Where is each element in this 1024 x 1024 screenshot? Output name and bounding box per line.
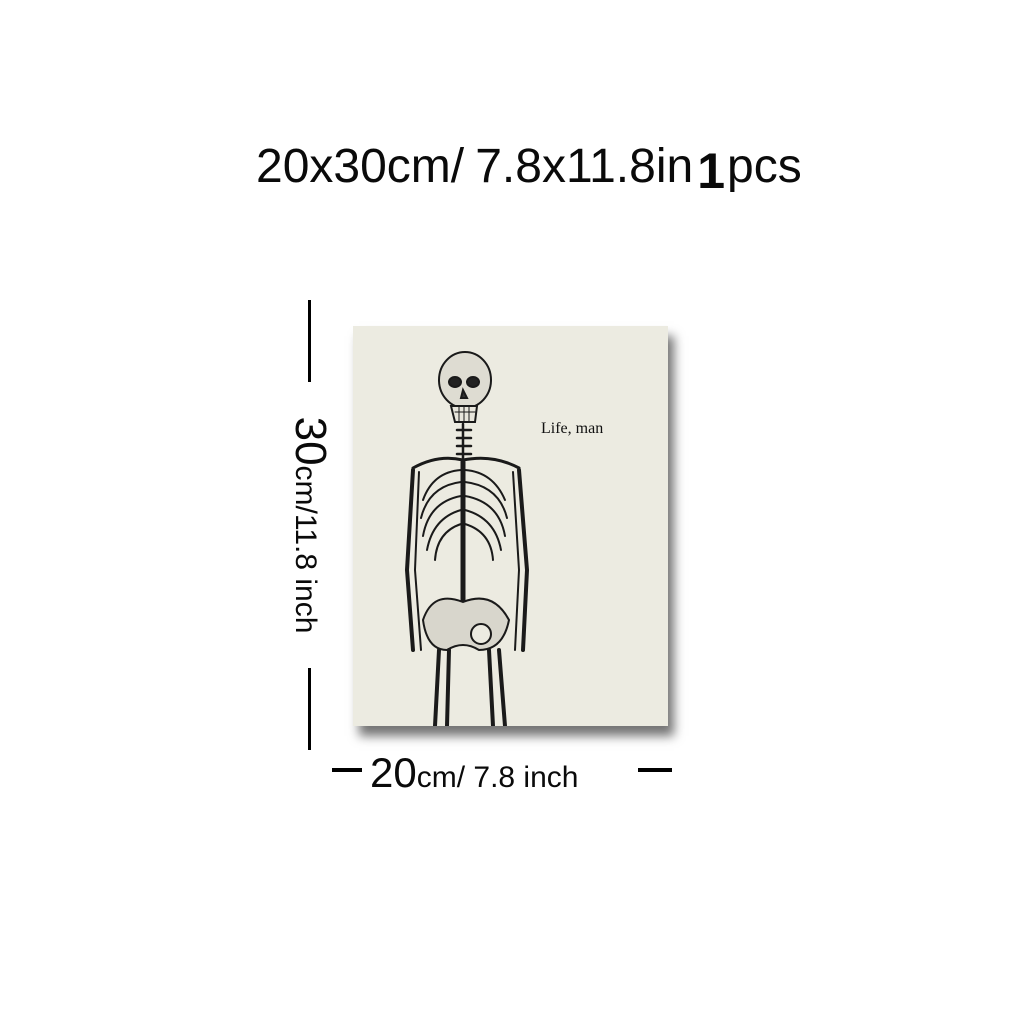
quantity-number: 1 bbox=[697, 143, 725, 199]
size-in-text: 7.8x11.8in bbox=[475, 140, 694, 193]
size-headline: 20x30cm/ 7.8x11.8in1pcs bbox=[256, 140, 816, 200]
width-dimension-label: 20cm/ 7.8 inch bbox=[370, 752, 578, 794]
size-cm-text: 20x30cm/ bbox=[256, 140, 465, 193]
height-dimension-line-top bbox=[308, 300, 311, 382]
poster-canvas: Life, man bbox=[353, 326, 668, 726]
height-dimension-line-bottom bbox=[308, 668, 311, 750]
width-dimension-line-right bbox=[638, 768, 672, 772]
width-dimension-line-left bbox=[332, 768, 362, 772]
poster-caption: Life, man bbox=[541, 420, 604, 437]
skeleton-illustration-icon bbox=[404, 351, 530, 726]
height-dimension-label: 30cm/11.8 inch bbox=[286, 416, 335, 634]
height-unit-text: cm/11.8 inch bbox=[289, 465, 322, 634]
width-unit-text: cm/ 7.8 inch bbox=[416, 761, 579, 794]
width-number: 20 bbox=[370, 749, 417, 796]
quantity-unit: pcs bbox=[727, 140, 802, 193]
height-number: 30 bbox=[286, 416, 335, 466]
